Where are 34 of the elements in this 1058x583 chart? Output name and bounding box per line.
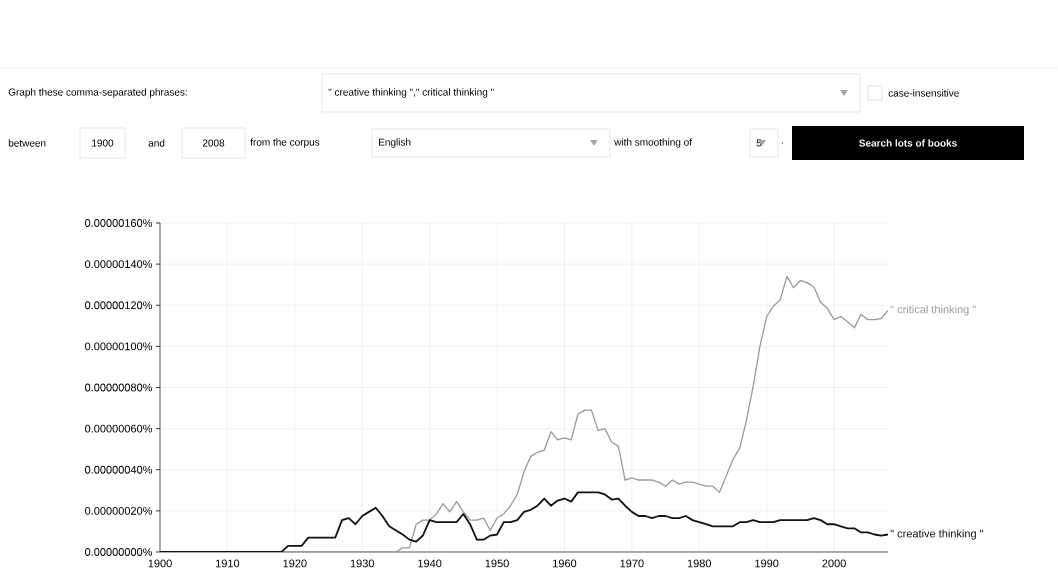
y-tick-label: 0.00000160% bbox=[85, 219, 153, 227]
x-tick-label: 1920 bbox=[283, 559, 307, 568]
text: and bbox=[148, 139, 165, 147]
y-tick-label: 0.00000060% bbox=[85, 424, 153, 433]
text: " creative thinking "," critical thinking " bbox=[328, 88, 494, 98]
x-tick-label: 1990 bbox=[755, 559, 779, 568]
text: Graph these comma-separated phrases: bbox=[8, 88, 187, 98]
text: . bbox=[782, 142, 784, 144]
text: with smoothing of bbox=[614, 138, 693, 148]
series-label: " critical thinking " bbox=[890, 305, 976, 316]
x-tick-label: 1910 bbox=[216, 559, 240, 568]
y-tick-label: 0.00000140% bbox=[85, 260, 153, 269]
text: 1900 bbox=[92, 139, 114, 147]
series-label: " creative thinking " bbox=[890, 529, 984, 540]
x-tick-label: 2000 bbox=[822, 559, 846, 568]
y-tick-label: 0.00000080% bbox=[85, 383, 153, 392]
text: English bbox=[379, 138, 411, 148]
y-tick-label: 0.00000000% bbox=[85, 548, 153, 556]
x-tick-label: 1970 bbox=[620, 559, 644, 568]
x-tick-label: 1900 bbox=[148, 559, 172, 568]
x-tick-label: 1980 bbox=[687, 559, 712, 568]
y-tick-label: 0.00000040% bbox=[85, 465, 153, 474]
text: case-insensitive bbox=[888, 89, 959, 97]
y-tick-label: 0.00000100% bbox=[85, 342, 153, 351]
x-tick-label: 1960 bbox=[553, 559, 577, 568]
y-tick-label: 0.00000020% bbox=[85, 506, 153, 515]
text: 2008 bbox=[202, 139, 225, 147]
text: Search lots of books bbox=[859, 139, 957, 147]
x-tick-label: 1950 bbox=[485, 559, 509, 568]
x-tick-label: 1930 bbox=[350, 559, 375, 568]
x-tick-label: 1940 bbox=[418, 559, 442, 568]
text: from the corpus bbox=[250, 138, 320, 148]
text: between bbox=[8, 139, 46, 147]
y-tick-label: 0.00000120% bbox=[85, 301, 153, 310]
